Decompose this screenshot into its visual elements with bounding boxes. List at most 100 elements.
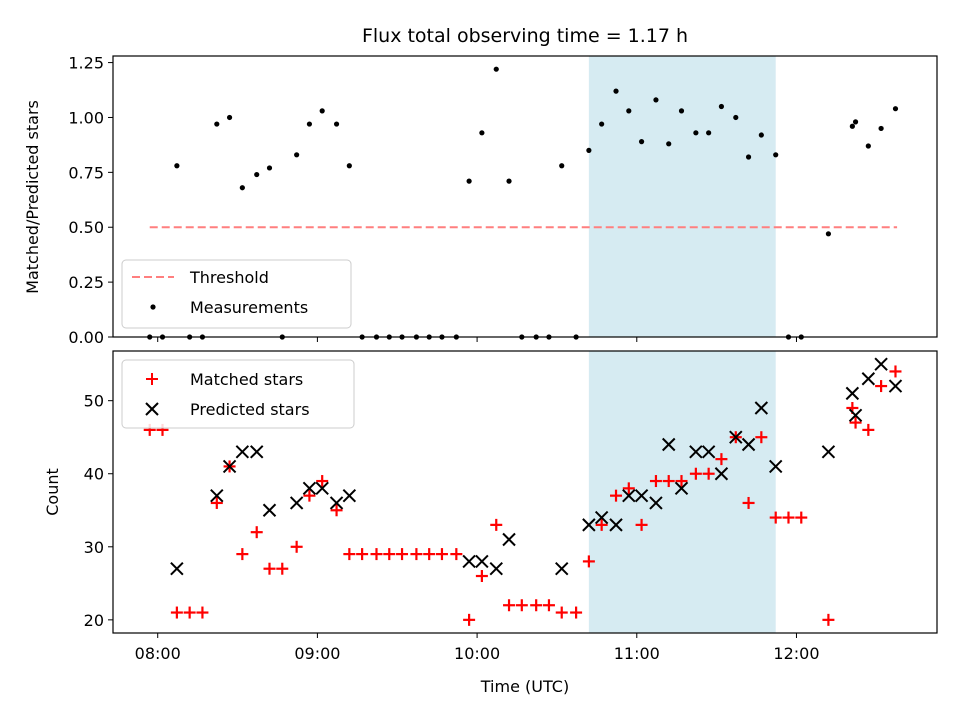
- bottom-legend: Matched stars Predicted stars: [121, 359, 355, 429]
- measurements-legend-marker: [150, 304, 156, 310]
- measurement-point: [706, 130, 712, 136]
- predicted-star-point: [329, 496, 344, 510]
- predicted-star-point: [714, 467, 729, 481]
- measurement-point: [693, 130, 699, 136]
- bottom-xtick-label: 08:00: [135, 644, 181, 663]
- matched-star-point: [463, 613, 476, 626]
- measurement-point: [638, 139, 645, 145]
- measurement-point: [733, 114, 739, 121]
- chart-title: Flux total observing time = 1.17 h: [362, 25, 688, 47]
- matched-star-point: [356, 548, 369, 561]
- matched-star-point: [490, 518, 503, 531]
- matched-legend-label: Matched stars: [190, 370, 303, 389]
- predicted-star-point: [848, 408, 863, 422]
- matched-star-point: [849, 416, 862, 429]
- bottom-xtick-label: 11:00: [614, 644, 660, 663]
- matched-star-point: [183, 606, 196, 619]
- predicted-star-point: [888, 379, 903, 393]
- matched-star-point: [236, 548, 249, 561]
- bottom-xlabel: Time (UTC): [480, 677, 569, 696]
- matched-star-point: [702, 467, 715, 480]
- measurement-point: [493, 66, 499, 72]
- measurement-point: [678, 108, 685, 114]
- measurement-point: [559, 163, 565, 169]
- bottom-ytick-label: 40: [84, 465, 104, 484]
- measurement-point: [266, 165, 273, 171]
- matched-star-point: [435, 548, 448, 561]
- predicted-star-point: [315, 481, 329, 496]
- measurement-point: [849, 123, 855, 129]
- matched-star-point: [196, 606, 209, 619]
- predicted-star-point: [874, 357, 888, 371]
- bottom-ytick-label: 30: [84, 538, 104, 557]
- matched-star-point: [795, 511, 808, 524]
- matched-star-point: [475, 570, 488, 583]
- measurement-point: [878, 125, 884, 132]
- top-ylabel: Matched/Predicted stars: [23, 100, 42, 294]
- matched-star-point: [755, 431, 768, 444]
- measurement-point: [333, 121, 340, 127]
- bottom-xtick-label: 10:00: [454, 644, 500, 663]
- top-ytick-label: 0.00: [68, 328, 104, 347]
- measurement-point: [865, 143, 871, 149]
- matched-star-point: [662, 475, 675, 488]
- matched-star-point: [570, 606, 583, 619]
- predicted-star-point: [649, 496, 663, 510]
- matched-star-point: [862, 423, 875, 436]
- measurement-point: [653, 97, 659, 103]
- matched-star-point: [303, 489, 316, 502]
- top-legend-box: [121, 259, 352, 329]
- matched-star-point: [649, 475, 662, 488]
- predicted-star-point: [582, 518, 596, 532]
- matched-star-point: [210, 496, 223, 509]
- top-panel: 0.00 0.25 0.50 0.75 1.00 1.25 Matched/Predict…: [23, 54, 938, 347]
- predicted-star-point: [489, 562, 503, 576]
- predicted-star-point: [594, 510, 609, 525]
- predicted-star-point: [170, 562, 184, 576]
- measurement-point: [306, 121, 313, 127]
- matched-star-point: [396, 548, 409, 561]
- matched-star-point: [542, 599, 555, 612]
- bottom-ylabel: Count: [43, 468, 62, 516]
- bottom-xtick-label: 09:00: [294, 644, 340, 663]
- bottom-legend-box: [121, 359, 355, 429]
- matched-star-point: [410, 548, 423, 561]
- top-ytick-label: 1.00: [68, 108, 104, 127]
- matched-star-point: [889, 365, 902, 378]
- measurement-point: [825, 231, 832, 237]
- predicted-star-point: [845, 386, 860, 401]
- top-ytick-label: 0.25: [68, 273, 104, 292]
- matched-star-point: [675, 475, 688, 488]
- measurement-point: [239, 185, 245, 191]
- predicted-star-point: [729, 430, 743, 444]
- matched-star-point: [595, 518, 608, 531]
- measurement-point: [666, 141, 672, 147]
- predicted-star-point: [821, 445, 836, 459]
- measurement-point: [479, 130, 485, 136]
- measurement-point: [214, 121, 220, 127]
- matched-star-point: [370, 548, 383, 561]
- matched-star-point: [316, 475, 329, 488]
- matched-star-point: [450, 548, 463, 561]
- measurement-point: [773, 152, 779, 158]
- top-plot-frame: [112, 55, 938, 338]
- measurement-point: [226, 114, 233, 121]
- top-ytick-label: 0.75: [68, 163, 104, 182]
- matched-star-point: [515, 599, 528, 612]
- predicted-star-point: [769, 459, 783, 474]
- matched-star-point: [263, 562, 276, 575]
- matched-legend-marker: [146, 373, 158, 385]
- measurement-point: [506, 178, 512, 184]
- matched-star-point: [622, 482, 635, 495]
- measurement-point: [319, 108, 325, 114]
- predicted-legend-marker: [145, 402, 159, 416]
- matched-star-point: [822, 613, 835, 626]
- predicted-star-point: [262, 503, 277, 517]
- predicted-star-point: [502, 532, 516, 547]
- predicted-star-point: [462, 554, 476, 569]
- predicted-star-point: [555, 562, 569, 576]
- predicted-star-point: [222, 459, 237, 474]
- predicted-star-point: [250, 445, 264, 459]
- matched-star-point: [635, 518, 648, 531]
